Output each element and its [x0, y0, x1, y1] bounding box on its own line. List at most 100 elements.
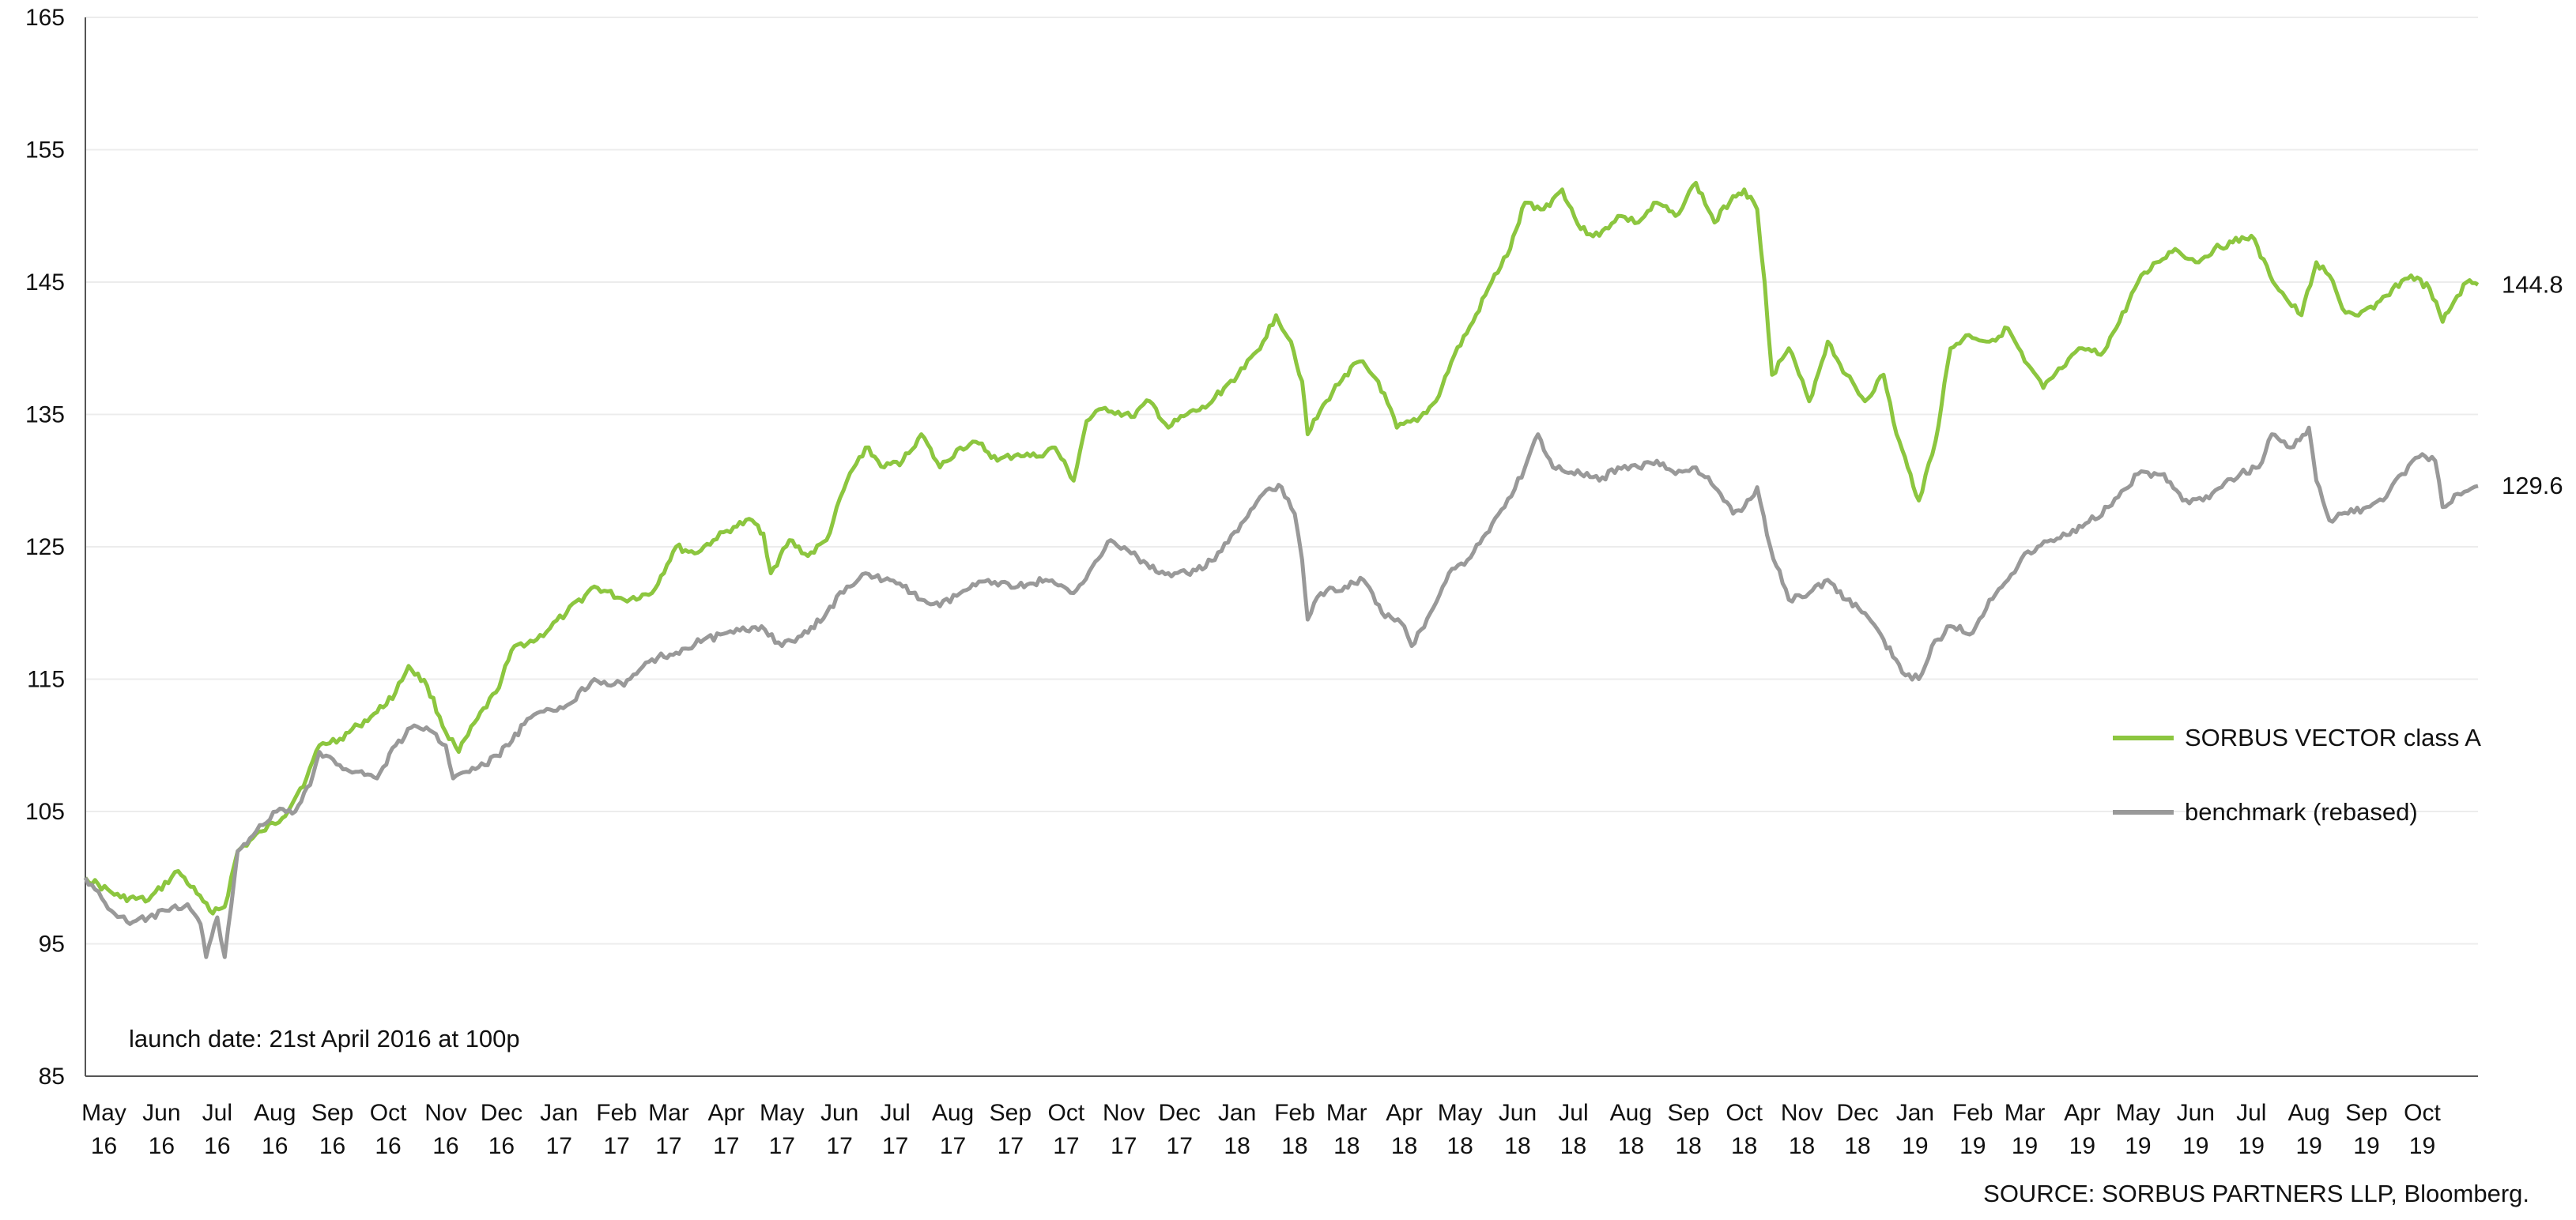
x-tick-year: 16 [204, 1133, 230, 1159]
series-line-1 [83, 425, 2479, 959]
x-tick-year: 17 [826, 1133, 852, 1159]
x-tick-year: 16 [91, 1133, 117, 1159]
x-tick-year: 17 [1167, 1133, 1193, 1159]
x-tick-month: May [1438, 1100, 1483, 1126]
y-tick-label: 155 [25, 137, 65, 164]
y-tick-label: 165 [25, 5, 65, 31]
x-tick-year: 18 [1224, 1133, 1250, 1159]
x-tick-year: 17 [769, 1133, 795, 1159]
x-tick-month: Aug [2287, 1100, 2329, 1126]
x-tick-month: Feb [1952, 1100, 1993, 1126]
x-tick-year: 19 [2069, 1133, 2095, 1159]
gridlines [85, 17, 2478, 945]
series-line-0 [83, 180, 2480, 916]
y-axis-ticks: 85 95 105 115 125 135 145 155 165 [25, 5, 65, 1090]
x-tick-month: Nov [1781, 1100, 1823, 1126]
x-tick-year: 18 [1333, 1133, 1360, 1159]
x-tick-month: Apr [2064, 1100, 2101, 1126]
x-tick-month: Mar [2005, 1100, 2046, 1126]
x-tick-month: May [81, 1100, 126, 1126]
x-tick-year: 17 [1111, 1133, 1137, 1159]
x-tick-month: Dec [481, 1100, 522, 1126]
x-tick-month: Oct [370, 1100, 407, 1126]
x-tick-year: 18 [1789, 1133, 1815, 1159]
x-tick-month: Dec [1836, 1100, 1878, 1126]
x-tick-month: Jul [1558, 1100, 1588, 1126]
x-tick-month: Feb [596, 1100, 637, 1126]
y-tick-label: 85 [39, 1064, 65, 1090]
legend: SORBUS VECTOR class A benchmark (rebased) [2113, 724, 2481, 826]
x-tick-year: 16 [375, 1133, 401, 1159]
x-tick-year: 18 [1281, 1133, 1307, 1159]
x-tick-year: 19 [2012, 1133, 2038, 1159]
x-tick-year: 17 [882, 1133, 908, 1159]
x-tick-month: Jun [820, 1100, 858, 1126]
x-tick-year: 18 [1675, 1133, 1701, 1159]
x-tick-month: Dec [1159, 1100, 1201, 1126]
end-value-labels: 144.8 129.6 [2502, 270, 2563, 499]
x-tick-month: May [2116, 1100, 2161, 1126]
x-tick-month: Sep [2345, 1100, 2387, 1126]
x-tick-year: 16 [432, 1133, 458, 1159]
x-tick-month: Nov [424, 1100, 466, 1126]
x-tick-month: Sep [1667, 1100, 1709, 1126]
x-tick-year: 16 [149, 1133, 175, 1159]
x-tick-year: 19 [2295, 1133, 2321, 1159]
x-tick-month: Jan [540, 1100, 578, 1126]
x-tick-month: Aug [254, 1100, 296, 1126]
x-tick-year: 19 [1959, 1133, 1986, 1159]
x-tick-year: 19 [2353, 1133, 2379, 1159]
x-tick-year: 19 [1902, 1133, 1928, 1159]
x-tick-month: Jul [2236, 1100, 2266, 1126]
x-tick-month: Oct [1726, 1100, 1763, 1126]
x-tick-month: Oct [2404, 1100, 2441, 1126]
x-tick-year: 17 [655, 1133, 681, 1159]
x-tick-month: Jun [1499, 1100, 1537, 1126]
source-note: SOURCE: SORBUS PARTNERS LLP, Bloomberg. [1983, 1180, 2529, 1207]
x-tick-month: Jan [1896, 1100, 1934, 1126]
x-tick-year: 16 [319, 1133, 345, 1159]
x-tick-year: 17 [713, 1133, 739, 1159]
axes [85, 17, 2478, 1077]
x-tick-year: 18 [1618, 1133, 1644, 1159]
x-tick-year: 18 [1731, 1133, 1757, 1159]
x-tick-year: 18 [1446, 1133, 1473, 1159]
x-tick-month: Mar [648, 1100, 689, 1126]
y-tick-label: 135 [25, 402, 65, 428]
x-tick-year: 19 [2182, 1133, 2208, 1159]
x-tick-month: Jun [142, 1100, 180, 1126]
x-tick-year: 19 [2125, 1133, 2151, 1159]
x-tick-year: 17 [940, 1133, 966, 1159]
x-tick-year: 18 [1504, 1133, 1530, 1159]
x-tick-month: Apr [1386, 1100, 1423, 1126]
x-tick-month: Sep [311, 1100, 353, 1126]
legend-label-0: SORBUS VECTOR class A [2185, 724, 2481, 751]
x-tick-month: Oct [1048, 1100, 1085, 1126]
x-tick-month: Jun [2177, 1100, 2215, 1126]
x-tick-year: 19 [2238, 1133, 2265, 1159]
x-tick-month: Jul [202, 1100, 232, 1126]
x-tick-month: Sep [990, 1100, 1032, 1126]
x-tick-year: 17 [546, 1133, 572, 1159]
x-tick-year: 19 [2409, 1133, 2435, 1159]
legend-label-1: benchmark (rebased) [2185, 798, 2418, 826]
x-tick-month: Mar [1326, 1100, 1367, 1126]
end-value-label: 144.8 [2502, 270, 2563, 298]
x-tick-month: Apr [707, 1100, 745, 1126]
x-tick-month: Aug [932, 1100, 974, 1126]
y-tick-label: 105 [25, 799, 65, 825]
x-tick-month: Feb [1274, 1100, 1315, 1126]
y-tick-label: 115 [27, 667, 65, 693]
x-tick-month: Jul [880, 1100, 910, 1126]
x-tick-month: Jan [1218, 1100, 1256, 1126]
launch-date-note: launch date: 21st April 2016 at 100p [129, 1025, 520, 1052]
y-tick-label: 145 [25, 269, 65, 296]
y-tick-label: 95 [39, 932, 65, 958]
y-tick-label: 125 [25, 534, 65, 560]
x-tick-month: Aug [1610, 1100, 1652, 1126]
x-tick-year: 17 [998, 1133, 1024, 1159]
x-tick-month: May [760, 1100, 805, 1126]
x-tick-year: 18 [1844, 1133, 1870, 1159]
x-tick-year: 18 [1391, 1133, 1417, 1159]
x-tick-year: 16 [262, 1133, 288, 1159]
